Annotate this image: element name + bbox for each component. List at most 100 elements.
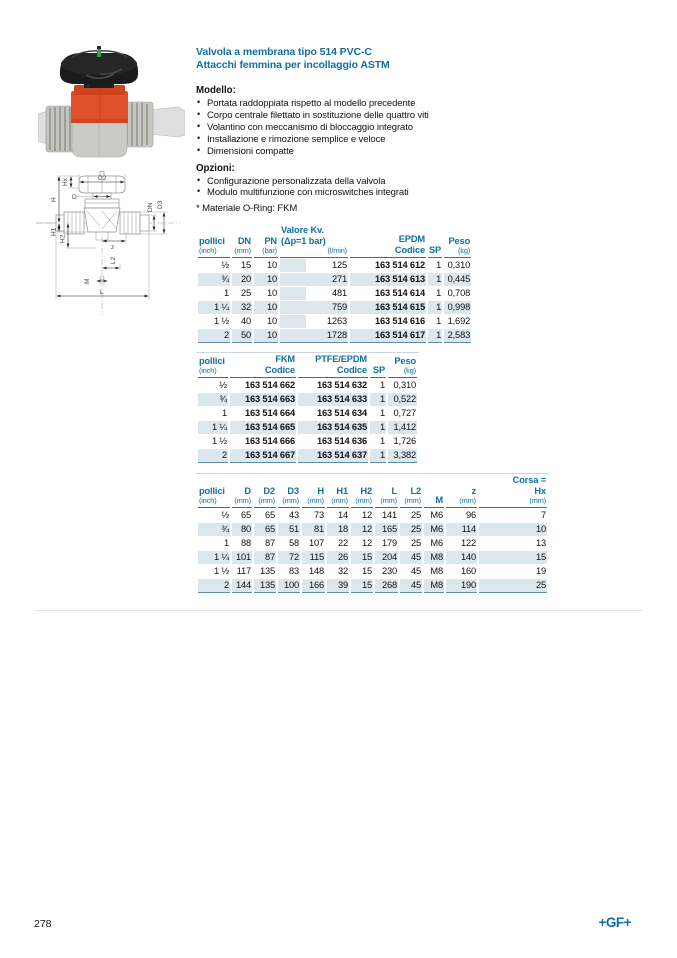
table-cell: 122 (460, 538, 476, 548)
table-cell: 140 (446, 551, 477, 564)
table-cell: 15 (351, 579, 373, 593)
column-unit: (mm) (404, 496, 421, 505)
table-cell: 15 (361, 566, 372, 576)
table-cell: 165 (375, 523, 398, 536)
column-header: Peso (kg) (388, 354, 417, 378)
table-cell: ¾ (198, 393, 228, 406)
header-row: pollici (inch) FKM Codice PTFE/EPDM Codice SP P… (198, 354, 417, 378)
column-unit: (kg) (403, 366, 416, 375)
table-cell: 163 514 666 (244, 436, 295, 446)
table-cell: 18 (327, 523, 349, 536)
column-unit: (bar) (262, 246, 277, 255)
modello-bullet-list: Portata raddoppiata rispetto al modello … (196, 97, 496, 158)
valve-body (71, 118, 128, 158)
column-header: H1 (mm) (327, 475, 349, 508)
table-cell: 32 (337, 566, 348, 576)
oring-footnote: * Materiale O-Ring: FKM (196, 203, 298, 215)
dim-label-hx: Hx (62, 177, 69, 186)
table-cell: 65 (264, 510, 275, 520)
dim-label-d3: D3 (157, 200, 164, 209)
table-cell: 1 (223, 288, 229, 298)
table-cell: 65 (240, 510, 251, 520)
column-label: D2 (263, 485, 275, 496)
column-header: H (mm) (302, 475, 325, 508)
dim-label-h2: H2 (60, 234, 67, 243)
table-cell: 7 (540, 510, 546, 520)
valve-handwheel (60, 50, 138, 84)
column-label: FKM (275, 354, 295, 364)
table-cell: 0,310 (447, 260, 471, 270)
table-cell: ½ (221, 260, 229, 270)
table-cell: 117 (236, 566, 252, 576)
table-cell: M8 (424, 579, 444, 593)
table-cell: 163 514 634 (316, 408, 367, 418)
column-header: D3 (mm) (278, 475, 300, 508)
codes-table-epdm: pollici (inch) DN (mm) PN (bar) Valore Kv. (Δp=… (196, 224, 473, 344)
column-header: FKM Codice (230, 354, 296, 378)
column-label: L (391, 485, 397, 496)
column-label: L2 (410, 485, 421, 496)
column-header: pollici (inch) (198, 225, 230, 258)
table-cell: 15 (240, 260, 251, 270)
column-label: Hx (534, 485, 546, 496)
table-row: ¾ 163 514 663 163 514 633 1 0,522 (198, 393, 417, 406)
table-cell: 1 (223, 538, 229, 548)
modello-heading: Modello: (196, 85, 236, 96)
header-row: pollici (inch) D (mm) D2 (mm) D3 (mm) H (mm) H1 (mm… (198, 475, 547, 508)
table-cell: 81 (302, 523, 325, 536)
table-cell: 87 (254, 551, 276, 564)
table-row: ½ 163 514 662 163 514 632 1 0,310 (198, 379, 417, 392)
table-cell: 25 (240, 288, 251, 298)
table-cell: 1 (436, 260, 442, 270)
table-cell: 114 (446, 523, 477, 536)
table-cell: 115 (302, 551, 325, 564)
table-cell: 268 (375, 579, 398, 593)
table-cell: 163 514 635 (298, 421, 368, 434)
column-label: SP (429, 244, 442, 255)
table-cell: 2 (198, 329, 230, 343)
table-cell: 163 514 665 (230, 421, 296, 434)
table-cell: ½ (221, 510, 229, 520)
table-cell: 230 (381, 566, 397, 576)
table-cell: 163 514 613 (350, 273, 426, 286)
table-cell: 12 (361, 510, 372, 520)
table-cell: 271 (280, 273, 348, 286)
gf-logo: +GF+ (598, 915, 631, 930)
table-cell: 163 514 637 (298, 449, 368, 463)
table-cell: 0,445 (444, 273, 472, 286)
column-header: pollici (inch) (198, 354, 228, 378)
table-cell: 45 (400, 579, 422, 593)
bullet-item: Corpo centrale filettato in sostituzione… (196, 109, 496, 122)
table-cell: 96 (465, 510, 476, 520)
table-cell: 10 (266, 288, 277, 298)
codes-table-fkm-ptfe: pollici (inch) FKM Codice PTFE/EPDM Codice SP P… (196, 352, 419, 464)
table-cell: 58 (288, 538, 299, 548)
table-cell: 1 ¼ (198, 301, 230, 314)
bullet-item: Modulo multifunzione con microswitches i… (196, 186, 496, 199)
page-title-line2: Attacchi femmina per incollaggio ASTM (196, 59, 390, 71)
column-label: (Δp=1 bar) (281, 235, 326, 246)
table-cell: 1 (379, 436, 385, 446)
table-cell: 10 (254, 329, 278, 343)
column-label: M (435, 494, 443, 505)
table-cell: 204 (375, 551, 398, 564)
table-row: ½ 15 10 125 163 514 612 1 0,310 (198, 259, 471, 272)
column-unit: (mm) (234, 496, 251, 505)
column-unit: (mm) (529, 496, 546, 505)
product-photo (38, 46, 185, 158)
opzioni-bullet-list: Configurazione personalizzata della valv… (196, 175, 496, 200)
drawing-dimensions: Hx H H1 H2 D2 D DN D3 z M L2 (36, 174, 167, 299)
table-cell: 163 514 663 (230, 393, 296, 406)
table-cell: 20 (232, 273, 252, 286)
table-cell: 0,522 (388, 393, 417, 406)
table-cell: 1 (370, 393, 386, 406)
column-label: Peso (394, 355, 416, 366)
table-cell: ½ (219, 380, 227, 390)
table-row: 1 ½ 117 135 83 148 32 15 230 45 M8 160 19 (198, 565, 547, 578)
bullet-item: Configurazione personalizzata della valv… (196, 175, 496, 188)
table-cell: 2 (198, 579, 230, 593)
table-cell: 2 (198, 449, 228, 463)
table-cell: 87 (264, 538, 275, 548)
table-cell: 1 ½ (213, 566, 229, 576)
table-cell: 12 (351, 523, 373, 536)
